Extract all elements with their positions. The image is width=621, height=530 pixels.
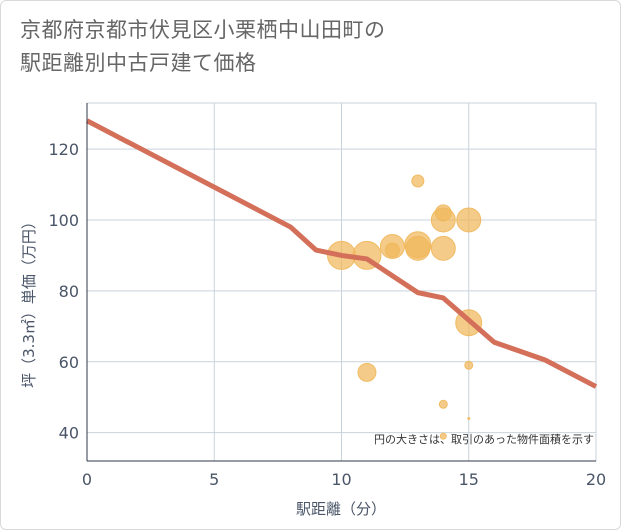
chart-title-line-2: 駅距離別中古戸建て価格 [20, 51, 257, 75]
tick-labels: 0 5 10 15 20 40 60 80 100 120 [48, 140, 606, 489]
x-axis-label: 駅距離（分） [296, 500, 386, 518]
trend-line [85, 118, 598, 389]
axes [86, 103, 596, 462]
y-tick-label: 60 [59, 353, 79, 372]
data-point-bubble [439, 432, 447, 440]
bubble-size-note: 円の大きさは、取引のあった物件面積を示す [374, 432, 594, 446]
bubble-series [327, 174, 483, 440]
y-tick-label: 120 [48, 140, 79, 159]
x-tick-label: 15 [459, 470, 479, 489]
trend-series [85, 118, 598, 389]
x-tick-label: 10 [331, 470, 351, 489]
x-tick-label: 5 [209, 470, 219, 489]
y-tick-label: 80 [59, 282, 79, 301]
x-tick-label: 0 [82, 470, 92, 489]
y-tick-label: 100 [48, 211, 79, 230]
chart-title: 京都府京都市伏見区小栗栖中山田町の 駅距離別中古戸建て価格 [20, 14, 386, 80]
data-point-bubble [430, 235, 456, 261]
x-tick-label: 20 [586, 470, 606, 489]
data-point-bubble [357, 362, 377, 382]
data-point-bubble [384, 242, 400, 258]
data-point-bubble [438, 399, 448, 409]
data-point-bubble [405, 235, 431, 261]
grid-lines [86, 102, 597, 462]
data-point-bubble [467, 416, 471, 420]
data-point-bubble [456, 207, 482, 233]
y-tick-label: 40 [59, 424, 79, 443]
data-point-bubble [434, 204, 452, 222]
y-axis-label: 坪（3.3㎡）単価（万円） [20, 214, 38, 388]
data-point-bubble [464, 360, 474, 370]
chart-title-line-1: 京都府京都市伏見区小栗栖中山田町の [20, 18, 386, 42]
data-point-bubble [411, 174, 425, 188]
